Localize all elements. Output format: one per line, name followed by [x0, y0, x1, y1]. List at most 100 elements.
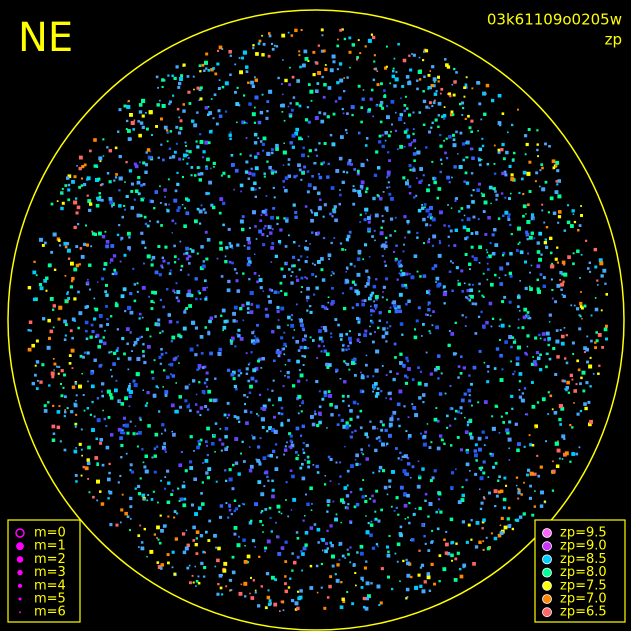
star	[80, 255, 85, 259]
star	[204, 140, 209, 145]
star	[264, 208, 268, 212]
star	[200, 561, 204, 566]
star	[161, 256, 164, 259]
star	[51, 375, 55, 379]
star	[218, 114, 223, 118]
star	[554, 164, 558, 167]
star	[581, 318, 583, 320]
star	[257, 445, 261, 449]
star	[188, 102, 192, 105]
zp-legend-marker	[542, 528, 552, 538]
star	[254, 155, 258, 159]
star	[472, 189, 475, 192]
star	[167, 481, 171, 485]
star	[385, 340, 388, 343]
star	[215, 480, 218, 483]
star	[71, 276, 75, 281]
star	[285, 262, 288, 265]
star	[414, 147, 417, 149]
star	[494, 243, 499, 247]
star	[384, 94, 386, 96]
star	[472, 365, 477, 370]
star	[211, 442, 215, 446]
star	[75, 197, 78, 200]
star	[84, 466, 89, 471]
star	[223, 413, 227, 417]
star	[109, 393, 113, 397]
star	[159, 514, 162, 517]
star	[465, 478, 468, 482]
star	[234, 168, 239, 173]
star	[452, 133, 455, 137]
star	[432, 310, 435, 313]
star	[175, 125, 179, 129]
star	[370, 582, 373, 585]
star	[309, 486, 313, 491]
star	[68, 362, 72, 365]
star	[429, 332, 432, 335]
star	[203, 566, 207, 570]
star	[494, 273, 497, 277]
star	[241, 120, 245, 125]
star	[198, 381, 201, 384]
star	[356, 272, 361, 277]
star	[107, 416, 111, 419]
star	[497, 533, 502, 538]
star	[52, 232, 57, 237]
star	[409, 68, 413, 72]
star	[142, 343, 145, 346]
star	[197, 364, 202, 368]
star	[387, 575, 390, 579]
star	[462, 563, 467, 568]
star	[105, 293, 109, 297]
star	[260, 511, 263, 514]
star	[413, 335, 418, 340]
star	[291, 474, 295, 479]
star	[260, 407, 264, 410]
star	[348, 159, 352, 163]
star	[123, 104, 127, 108]
star	[405, 587, 410, 592]
star	[245, 137, 248, 139]
star	[382, 291, 384, 293]
star	[170, 493, 174, 496]
star	[205, 471, 209, 475]
star	[438, 392, 443, 396]
star	[283, 353, 286, 356]
star	[143, 465, 147, 469]
star	[194, 512, 198, 516]
star	[39, 286, 44, 291]
star	[508, 420, 512, 424]
star	[338, 558, 341, 561]
star	[126, 105, 131, 109]
star	[75, 263, 80, 268]
star	[351, 602, 355, 606]
star	[330, 332, 333, 335]
star	[340, 135, 344, 139]
star	[307, 135, 310, 138]
star	[449, 407, 453, 411]
star	[398, 389, 403, 394]
star	[304, 543, 308, 547]
star	[431, 324, 434, 327]
star	[185, 197, 189, 201]
star	[306, 170, 310, 173]
star	[75, 245, 79, 248]
star	[287, 324, 289, 327]
star	[396, 560, 399, 563]
star	[324, 329, 328, 333]
star	[189, 409, 192, 412]
star	[245, 421, 249, 425]
star	[185, 145, 187, 147]
star	[180, 450, 183, 454]
star	[231, 163, 235, 167]
star	[272, 404, 274, 407]
star	[594, 341, 597, 344]
star	[305, 443, 309, 448]
star	[328, 363, 332, 367]
star	[541, 209, 544, 212]
star	[202, 550, 205, 554]
star	[552, 166, 556, 170]
star	[390, 197, 394, 201]
star	[361, 495, 365, 499]
